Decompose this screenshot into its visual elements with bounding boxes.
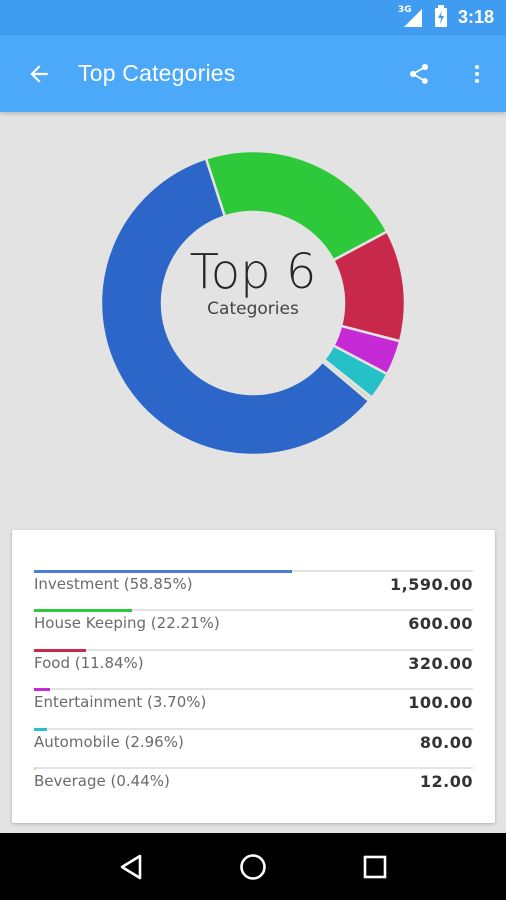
navigation-bar (0, 833, 506, 900)
chart-center-title: Top 6 (189, 244, 317, 300)
back-arrow-icon (30, 64, 48, 83)
category-progress-track (34, 688, 473, 691)
more-vert-icon (475, 64, 479, 83)
chart-center-subtitle: Categories (207, 299, 299, 319)
page-title: Top Categories (78, 60, 236, 86)
donut-slice-house-keeping[interactable] (204, 149, 389, 262)
category-progress-fill (34, 727, 47, 731)
category-label: Food (11.84%) (34, 653, 144, 672)
signal-icon: 3G (397, 4, 424, 29)
donut-chart-svg (99, 149, 407, 457)
app-bar: Top Categories (0, 35, 506, 112)
category-amount: 100.00 (408, 693, 473, 713)
category-progress-track (34, 648, 473, 651)
category-amount: 600.00 (408, 614, 473, 634)
category-row[interactable]: Investment (58.85%) 1,590.00 (34, 570, 473, 609)
category-progress-track (34, 609, 473, 612)
nav-back-button[interactable] (106, 842, 156, 892)
network-type: 3G (397, 4, 412, 15)
category-row[interactable]: Beverage (0.44%) 12.00 (34, 767, 473, 806)
chart-center-label: Top 6 Categories (153, 245, 353, 319)
share-icon (410, 63, 428, 84)
more-options-button[interactable] (448, 35, 506, 112)
back-button[interactable] (0, 35, 78, 112)
category-row[interactable]: House Keeping (22.21%) 600.00 (34, 609, 473, 648)
category-row[interactable]: Food (11.84%) 320.00 (34, 648, 473, 688)
category-amount: 80.00 (419, 732, 473, 752)
donut-chart: Top 6 Categories (0, 112, 506, 522)
status-bar: 3G 3:18 (0, 0, 506, 35)
category-progress-track (34, 767, 473, 769)
donut-slice-beverage[interactable] (320, 357, 374, 403)
home-circle-icon (240, 853, 266, 880)
category-amount: 1,590.00 (390, 575, 473, 594)
battery-icon (434, 4, 448, 31)
category-progress-fill (34, 648, 86, 652)
category-list-card: Investment (58.85%) 1,590.00 House Keeping… (12, 530, 495, 823)
category-amount: 12.00 (419, 772, 473, 791)
category-label: House Keeping (22.21%) (34, 614, 220, 633)
donut-hole (163, 213, 343, 393)
category-progress-fill (34, 688, 51, 692)
category-row[interactable]: Automobile (2.96%) 80.00 (34, 727, 473, 767)
nav-home-button[interactable] (228, 842, 278, 892)
category-progress-fill (34, 767, 36, 770)
recents-square-icon (363, 855, 387, 878)
category-progress-track (34, 727, 473, 730)
category-row[interactable]: Entertainment (3.70%) 100.00 (34, 688, 473, 727)
donut-slice-investment[interactable] (99, 156, 371, 457)
category-amount: 320.00 (408, 653, 473, 673)
back-triangle-icon (120, 854, 142, 879)
category-progress-fill (34, 570, 293, 573)
category-label: Investment (58.85%) (34, 575, 193, 593)
category-label: Entertainment (3.70%) (34, 693, 207, 712)
share-button[interactable] (390, 35, 448, 112)
category-progress-fill (34, 609, 132, 613)
nav-recents-button[interactable] (350, 842, 400, 892)
clock: 3:18 (457, 7, 494, 27)
category-label: Beverage (0.44%) (34, 772, 170, 790)
category-label: Automobile (2.96%) (34, 732, 184, 751)
